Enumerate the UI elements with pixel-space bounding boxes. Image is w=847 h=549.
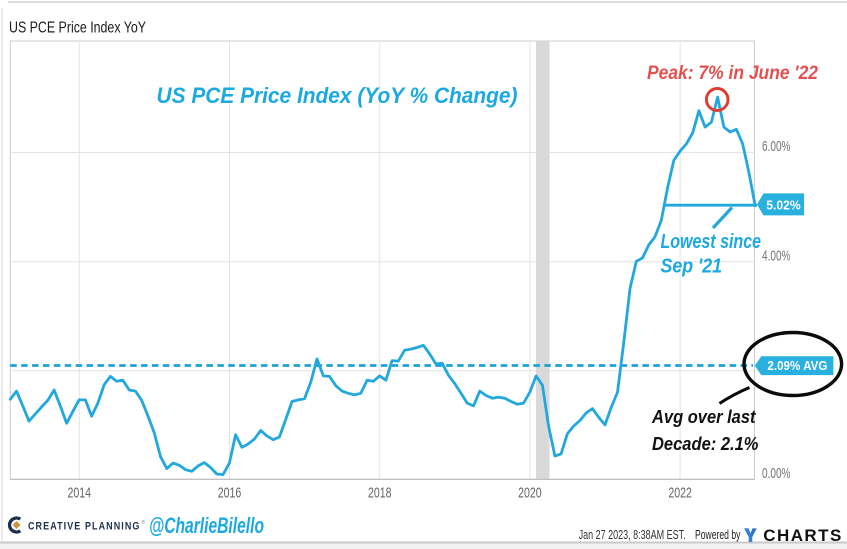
svg-text:Powered by: Powered by — [695, 528, 741, 542]
svg-text:Lowest since: Lowest since — [661, 231, 762, 253]
svg-text:@CharlieBilello: @CharlieBilello — [149, 513, 264, 538]
svg-text:US PCE Price Index (YoY % Chan: US PCE Price Index (YoY % Change) — [157, 83, 518, 108]
svg-text:2.09% AVG: 2.09% AVG — [767, 358, 827, 373]
svg-text:0.00%: 0.00% — [762, 465, 791, 482]
svg-text:4.00%: 4.00% — [762, 247, 791, 264]
svg-text:2022: 2022 — [668, 485, 692, 502]
svg-text:6.00%: 6.00% — [762, 138, 791, 155]
svg-text:2014: 2014 — [68, 485, 92, 502]
svg-text:2018: 2018 — [368, 485, 392, 502]
svg-text:US PCE Price Index YoY: US PCE Price Index YoY — [9, 20, 146, 37]
svg-text:Decade: 2.1%: Decade: 2.1% — [652, 434, 759, 454]
svg-text:2016: 2016 — [218, 485, 242, 502]
svg-text:CREATIVE PLANNING: CREATIVE PLANNING — [28, 521, 141, 533]
svg-text:CHARTS: CHARTS — [763, 526, 841, 545]
svg-text:2020: 2020 — [518, 485, 542, 502]
svg-text:Jan 27 2023, 8:38AM EST.: Jan 27 2023, 8:38AM EST. — [579, 528, 686, 542]
svg-text:Peak: 7% in June '22: Peak: 7% in June '22 — [647, 63, 818, 84]
svg-text:Avg over last: Avg over last — [651, 407, 756, 427]
svg-text:Sep '21: Sep '21 — [661, 256, 723, 278]
svg-text:5.02%: 5.02% — [766, 197, 801, 212]
svg-text:®: ® — [142, 519, 146, 526]
